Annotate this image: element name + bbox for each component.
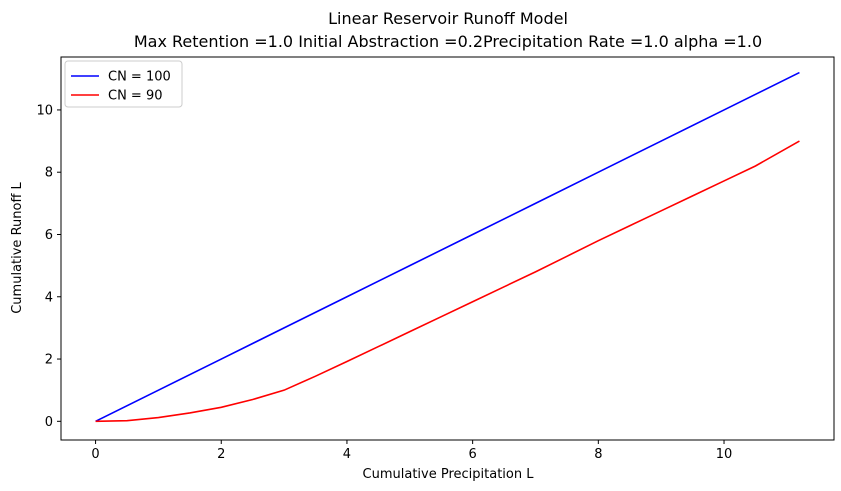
- y-tick-label: 6: [45, 228, 53, 243]
- y-tick-label: 0: [45, 415, 53, 430]
- y-tick-label: 4: [45, 290, 53, 305]
- chart-subtitle: Max Retention =1.0 Initial Abstraction =…: [134, 32, 762, 51]
- y-tick-label: 2: [45, 353, 53, 368]
- y-tick-label: 8: [45, 166, 53, 181]
- plot-frame: [60, 56, 835, 441]
- series-line-1: [95, 71, 800, 423]
- x-tick-label: 0: [91, 447, 99, 462]
- x-tick-label: 2: [217, 447, 225, 462]
- plot-lines: [95, 71, 800, 423]
- legend: CN = 100 CN = 90: [64, 60, 183, 108]
- series-line-2: [95, 140, 800, 423]
- legend-label: CN = 90: [108, 89, 163, 104]
- x-tick-label: 8: [594, 447, 602, 462]
- x-axis-label: Cumulative Precipitation L: [363, 467, 535, 482]
- y-axis-label: Cumulative Runoff L: [10, 181, 25, 313]
- x-tick-label: 6: [468, 447, 476, 462]
- chart-title: Linear Reservoir Runoff Model: [328, 9, 568, 28]
- x-tick-label: 10: [716, 447, 733, 462]
- legend-label: CN = 100: [108, 70, 171, 85]
- y-tick-label: 10: [36, 103, 53, 118]
- axis-ticks: 0 2 4 6 8 10 0 2 4 6 8 10: [36, 103, 732, 462]
- x-tick-label: 4: [343, 447, 351, 462]
